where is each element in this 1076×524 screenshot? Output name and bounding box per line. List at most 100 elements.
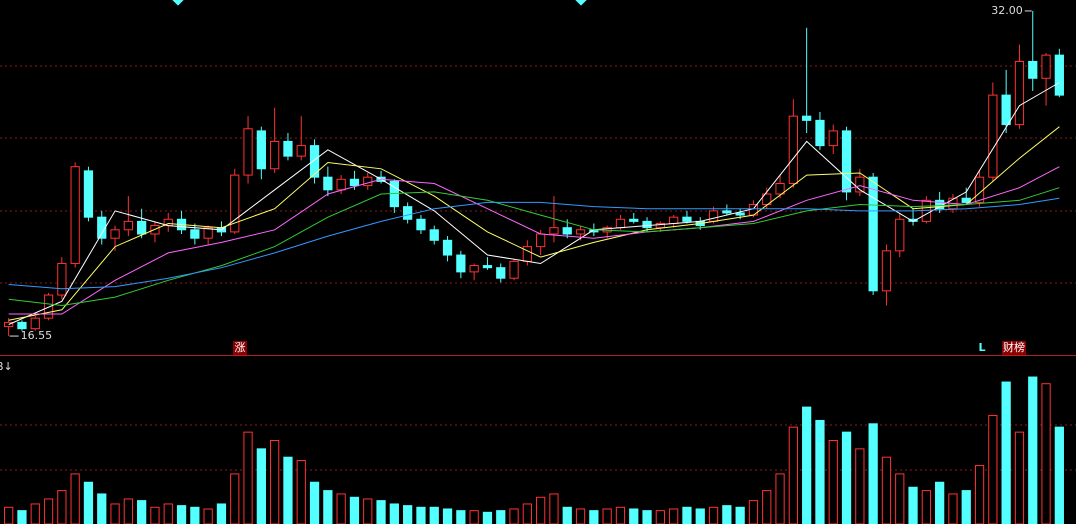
candle-body xyxy=(123,220,133,231)
volume-bar xyxy=(203,508,213,524)
volume-bar xyxy=(43,498,54,524)
volume-bar xyxy=(722,505,732,524)
volume-bar xyxy=(788,426,798,524)
candle-body xyxy=(788,115,798,184)
candle-body xyxy=(881,250,892,292)
volume-bar xyxy=(1014,431,1025,524)
volume-bar xyxy=(17,510,27,524)
volume-bar xyxy=(908,486,918,524)
candle-body xyxy=(309,145,320,178)
volume-bar xyxy=(403,505,413,524)
candle-body xyxy=(615,218,626,229)
volume-bar xyxy=(748,500,759,524)
volume-bar xyxy=(137,500,147,524)
moving-average xyxy=(8,166,1060,315)
candle-body xyxy=(190,229,200,239)
candle-body xyxy=(802,115,812,121)
marker: 涨 xyxy=(235,341,246,354)
candle-body xyxy=(895,218,905,252)
candle-body xyxy=(17,321,27,330)
volume-bar xyxy=(283,456,293,524)
candle-body xyxy=(97,216,107,239)
volume-bar xyxy=(83,481,94,524)
event-marker xyxy=(172,0,184,6)
candle-body xyxy=(775,182,785,195)
candle-body xyxy=(416,218,426,231)
low-label: 16.55 xyxy=(21,329,53,342)
candle-body xyxy=(349,178,360,187)
candle-body xyxy=(336,178,346,191)
volume-bar xyxy=(4,506,14,524)
volume-bar xyxy=(881,456,892,524)
volume-bar xyxy=(296,460,306,524)
candle-body xyxy=(363,176,373,187)
candle-body xyxy=(230,174,240,233)
candle-body xyxy=(708,210,719,222)
volume-bar xyxy=(70,473,80,524)
candle-body xyxy=(323,176,333,191)
candle-body xyxy=(655,222,665,229)
volume-bar xyxy=(735,506,745,524)
volume-bar xyxy=(575,508,586,524)
volume-bar xyxy=(509,508,519,524)
moving-average xyxy=(8,197,1060,290)
candle-body xyxy=(629,218,639,222)
volume-bar xyxy=(895,473,905,524)
high-label: 32.00 xyxy=(991,4,1023,17)
candle-body xyxy=(575,229,586,235)
volume-bar xyxy=(642,510,652,524)
candle-body xyxy=(469,265,479,273)
volume-bar xyxy=(163,503,173,524)
volume-bar xyxy=(988,414,998,524)
candle-body xyxy=(57,262,67,296)
moving-average xyxy=(8,82,1060,325)
candle-body xyxy=(735,212,745,216)
moving-average xyxy=(8,126,1060,321)
candle-body xyxy=(203,227,213,239)
candle-body xyxy=(1041,54,1051,79)
candle-body xyxy=(30,317,40,330)
volume-bar xyxy=(176,505,187,524)
candle-body xyxy=(496,267,506,279)
volume-bar xyxy=(416,506,426,524)
volume-bar xyxy=(948,493,958,524)
candle-body xyxy=(682,216,692,222)
candle-body xyxy=(841,130,852,193)
volume-bar xyxy=(935,481,945,524)
volume-bar xyxy=(389,503,399,524)
candle-body xyxy=(456,254,466,273)
volume-bar xyxy=(363,498,373,524)
volume-bar xyxy=(921,490,931,524)
volume-bar xyxy=(309,481,320,524)
volume-label: B↓ xyxy=(0,360,13,373)
candle-body xyxy=(70,166,80,264)
volume-bar xyxy=(562,506,572,524)
volume-bar xyxy=(629,508,639,524)
candle-body xyxy=(1001,94,1011,126)
candle-body xyxy=(669,216,679,224)
volume-bar xyxy=(376,500,386,524)
volume-bar xyxy=(456,510,466,524)
candle-body xyxy=(1028,60,1038,79)
volume-bar xyxy=(669,508,679,524)
candle-body xyxy=(429,229,439,241)
volume-bar xyxy=(602,508,612,524)
volume-bar xyxy=(496,510,506,524)
grid xyxy=(0,65,1076,471)
candle-body xyxy=(4,321,14,328)
volume-bar xyxy=(775,473,785,524)
candle-body xyxy=(137,220,147,235)
candle-body xyxy=(828,130,838,147)
volume-bar xyxy=(762,490,772,524)
volume-bar xyxy=(682,506,692,524)
volume-bar xyxy=(1028,376,1038,524)
volume-bar xyxy=(655,510,665,524)
candle-body xyxy=(868,176,878,292)
volume-bar xyxy=(708,506,719,524)
candle-body xyxy=(815,119,825,147)
candle-body xyxy=(722,210,732,214)
volume-bar xyxy=(429,506,439,524)
volume-bar xyxy=(349,496,360,524)
volume-bar xyxy=(961,490,971,524)
